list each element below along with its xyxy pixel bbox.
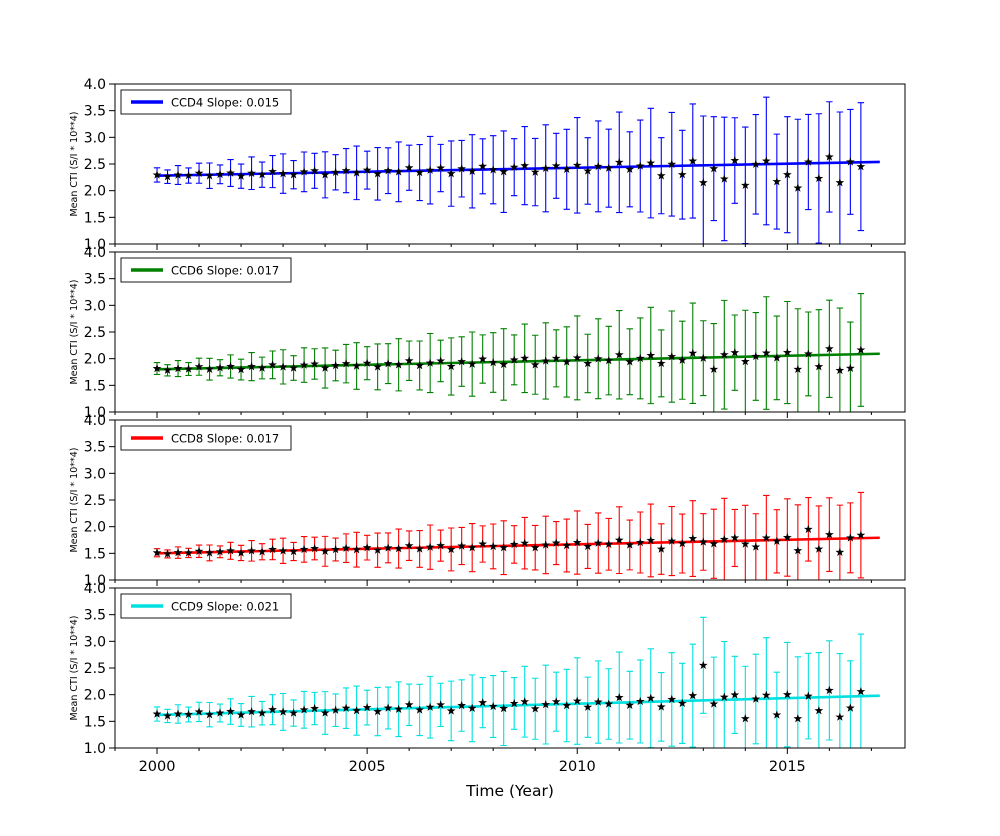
data-points-ccd9: [152, 660, 866, 723]
y-tick-label: 3.0: [84, 298, 106, 314]
y-tick-label: 3.5: [84, 608, 106, 624]
y-tick-label: 2.0: [84, 520, 106, 536]
y-tick-label: 2.5: [84, 157, 106, 173]
y-tick-label: 1.0: [84, 405, 106, 421]
y-axis-label: Mean CTI (S/I * 10**4): [69, 279, 80, 384]
y-axis-label: Mean CTI (S/I * 10**4): [69, 615, 80, 720]
panel-ccd4: 1.0 1.5 2.0 2.5 3.0 3.5 4.0 Mean CTI (S/I * 10*…: [69, 77, 906, 253]
panel-ccd8: 1.0 1.5 2.0 2.5 3.0 3.5 4.0 Mean CTI (S/I * 10*…: [69, 413, 906, 589]
axes-frame: [114, 419, 906, 581]
y-tick-label: 1.0: [84, 237, 106, 253]
data-points-ccd4: [152, 152, 866, 192]
y-axis-label: Mean CTI (S/I * 10**4): [69, 111, 80, 216]
y-tick-label: 1.5: [84, 714, 106, 730]
x-tick-label: 2015: [769, 759, 806, 775]
axes-frame: [114, 587, 906, 749]
y-tick-label: 2.5: [84, 661, 106, 677]
y-tick-label: 2.0: [84, 352, 106, 368]
axes-frame: [114, 251, 906, 413]
y-tick-label: 1.0: [84, 573, 106, 589]
y-tick-label: 3.5: [84, 440, 106, 456]
legend-label: CCD4 Slope: 0.015: [171, 96, 279, 110]
y-tick-label: 1.5: [84, 378, 106, 394]
fit-line-ccd6: [156, 352, 880, 371]
legend-label: CCD9 Slope: 0.021: [171, 600, 279, 614]
y-tick-label: 4.0: [84, 245, 106, 261]
panel-ccd9: 1.0 1.5 2.0 2.5 3.0 3.5 4.0 2000 2005 2010 2015 Mea…: [69, 581, 906, 775]
y-axis-label: Mean CTI (S/I * 10**4): [69, 447, 80, 552]
y-tick-label: 2.5: [84, 325, 106, 341]
x-tick-label: 2000: [139, 759, 176, 775]
y-tick-label: 3.0: [84, 634, 106, 650]
y-tick-label: 3.0: [84, 130, 106, 146]
y-tick-label: 3.5: [84, 104, 106, 120]
axes-frame: [114, 83, 906, 245]
y-tick-label: 4.0: [84, 581, 106, 597]
fit-line-ccd9: [156, 694, 880, 717]
y-tick-label: 2.5: [84, 493, 106, 509]
y-tick-label: 4.0: [84, 413, 106, 429]
y-tick-label: 4.0: [84, 77, 106, 93]
y-tick-label: 3.5: [84, 272, 106, 288]
legend-ccd9: CCD9 Slope: 0.021: [120, 593, 292, 619]
y-tick-label: 2.0: [84, 184, 106, 200]
x-axis-label: Time (Year): [465, 782, 554, 800]
x-tick-label: 2010: [559, 759, 596, 775]
legend-label: CCD8 Slope: 0.017: [171, 432, 279, 446]
fit-line-ccd8: [156, 536, 880, 555]
legend-ccd4: CCD4 Slope: 0.015: [120, 89, 292, 115]
data-points-ccd8: [152, 524, 866, 558]
y-tick-label: 3.0: [84, 466, 106, 482]
legend-ccd8: CCD8 Slope: 0.017: [120, 425, 292, 451]
x-tick-label: 2005: [349, 759, 386, 775]
y-tick-label: 2.0: [84, 688, 106, 704]
y-tick-label: 1.5: [84, 546, 106, 562]
y-tick-label: 1.5: [84, 210, 106, 226]
panel-ccd6: 1.0 1.5 2.0 2.5 3.0 3.5 4.0 Mean CTI (S/I * 10*…: [69, 245, 906, 421]
y-tick-label: 1.0: [84, 741, 106, 757]
data-points-ccd6: [152, 344, 866, 375]
legend-ccd6: CCD6 Slope: 0.017: [120, 257, 292, 283]
legend-label: CCD6 Slope: 0.017: [171, 264, 279, 278]
fit-line-ccd4: [156, 160, 880, 178]
